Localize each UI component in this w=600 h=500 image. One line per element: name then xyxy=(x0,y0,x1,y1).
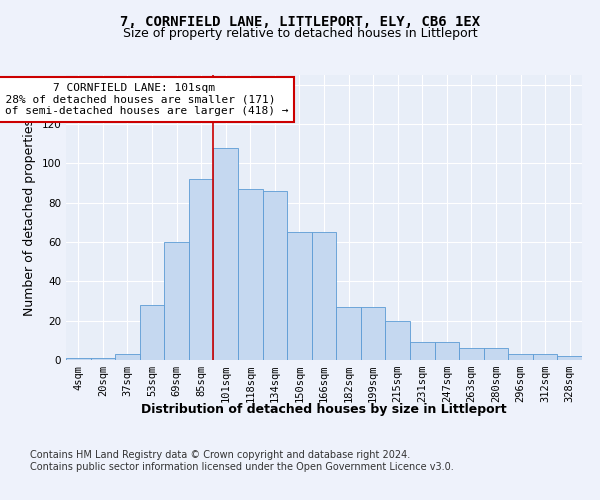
Text: 7, CORNFIELD LANE, LITTLEPORT, ELY, CB6 1EX: 7, CORNFIELD LANE, LITTLEPORT, ELY, CB6 … xyxy=(120,15,480,29)
Bar xyxy=(557,356,582,360)
Bar xyxy=(484,348,508,360)
Bar xyxy=(361,307,385,360)
Bar xyxy=(459,348,484,360)
Bar xyxy=(115,354,140,360)
Bar xyxy=(336,307,361,360)
Text: 7 CORNFIELD LANE: 101sqm
← 28% of detached houses are smaller (171)
70% of semi-: 7 CORNFIELD LANE: 101sqm ← 28% of detach… xyxy=(0,83,289,116)
Bar xyxy=(508,354,533,360)
Bar xyxy=(164,242,189,360)
Bar xyxy=(434,342,459,360)
Bar xyxy=(140,305,164,360)
Bar xyxy=(263,191,287,360)
Y-axis label: Number of detached properties: Number of detached properties xyxy=(23,119,36,316)
Bar xyxy=(66,358,91,360)
Bar xyxy=(189,179,214,360)
Text: Distribution of detached houses by size in Littleport: Distribution of detached houses by size … xyxy=(141,402,507,415)
Bar xyxy=(91,358,115,360)
Bar xyxy=(312,232,336,360)
Bar xyxy=(238,189,263,360)
Text: Size of property relative to detached houses in Littleport: Size of property relative to detached ho… xyxy=(122,28,478,40)
Text: Contains HM Land Registry data © Crown copyright and database right 2024.
Contai: Contains HM Land Registry data © Crown c… xyxy=(30,450,454,471)
Bar xyxy=(287,232,312,360)
Bar xyxy=(385,320,410,360)
Bar xyxy=(533,354,557,360)
Bar xyxy=(410,342,434,360)
Bar xyxy=(214,148,238,360)
